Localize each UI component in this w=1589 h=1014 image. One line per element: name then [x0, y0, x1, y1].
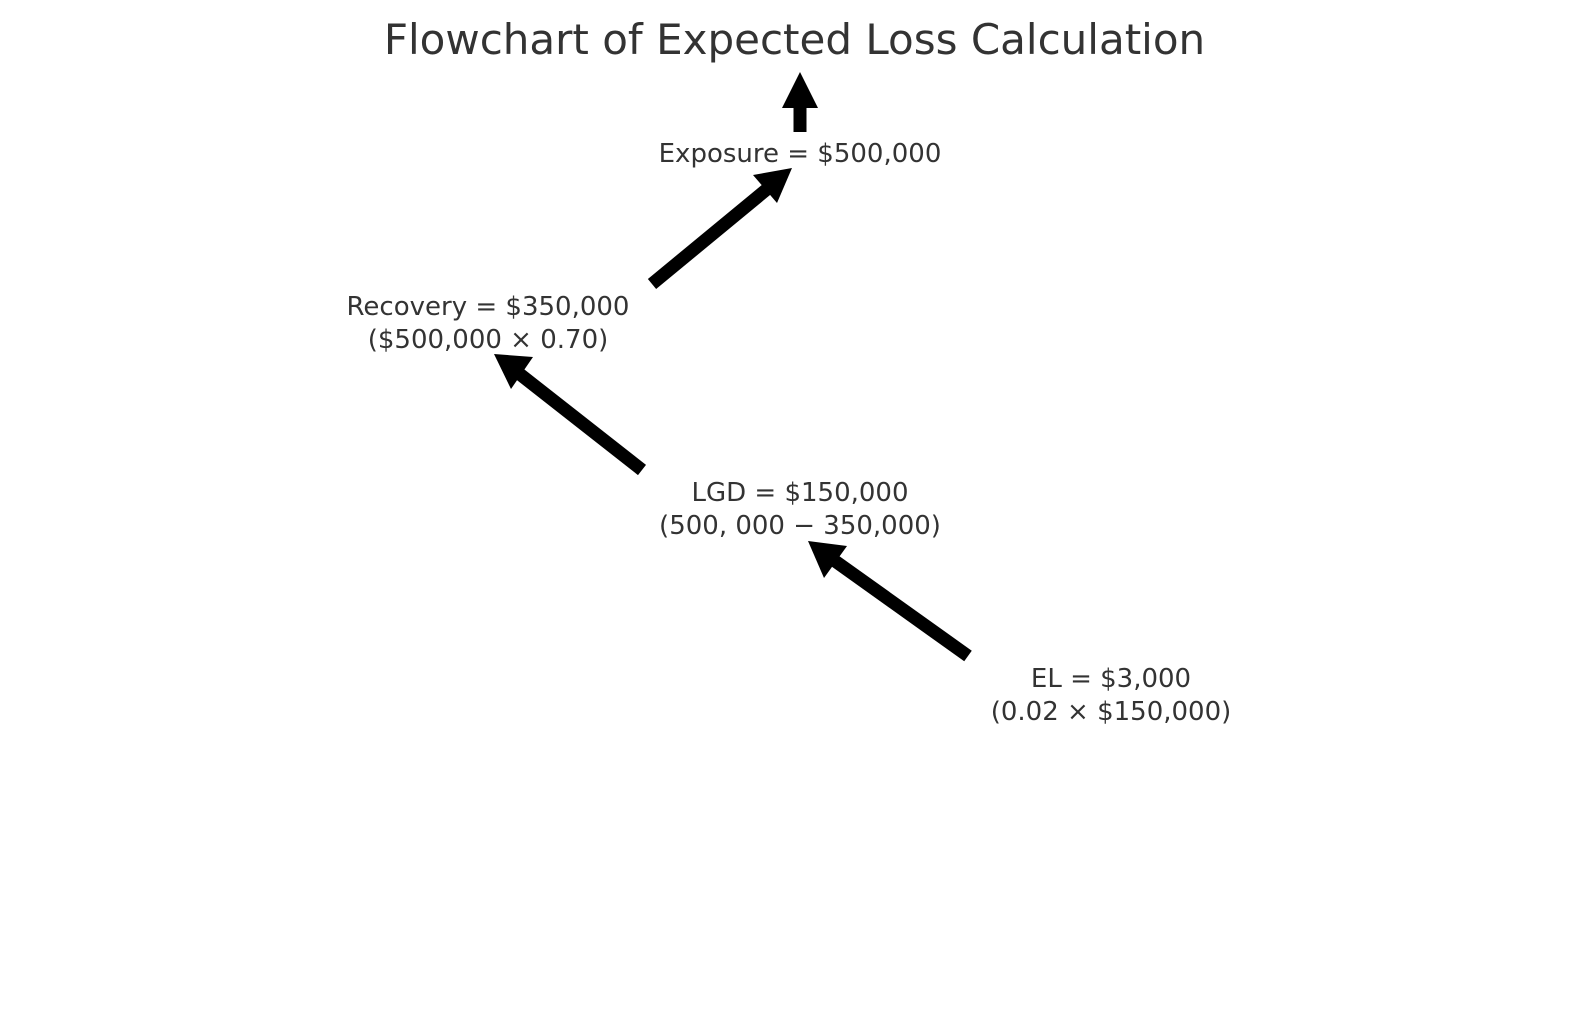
- arrow-lgd-to-recovery: [494, 354, 647, 476]
- arrow-recovery-to-exposure: [647, 168, 792, 290]
- node-recovery: Recovery = $350,000 ($500,000 × 0.70): [347, 291, 630, 357]
- node-lgd-label: LGD = $150,000: [691, 478, 909, 508]
- node-recovery-formula: ($500,000 × 0.70): [367, 325, 609, 355]
- node-exposure-label: Exposure = $500,000: [658, 139, 942, 169]
- node-el: EL = $3,000 (0.02 × $150,000): [991, 663, 1232, 729]
- node-recovery-label: Recovery = $350,000: [346, 292, 630, 322]
- node-el-formula: (0.02 × $150,000): [990, 697, 1232, 727]
- arrow-el-to-lgd: [808, 541, 972, 662]
- node-lgd-formula: (500, 000 − 350,000): [659, 511, 941, 541]
- diagram-title: Flowchart of Expected Loss Calculation: [383, 15, 1206, 64]
- node-lgd: LGD = $150,000 (500, 000 − 350,000): [659, 477, 941, 543]
- node-exposure: Exposure = $500,000: [659, 138, 942, 171]
- arrow-exposure-up: [782, 72, 818, 132]
- node-el-label: EL = $3,000: [1030, 664, 1192, 694]
